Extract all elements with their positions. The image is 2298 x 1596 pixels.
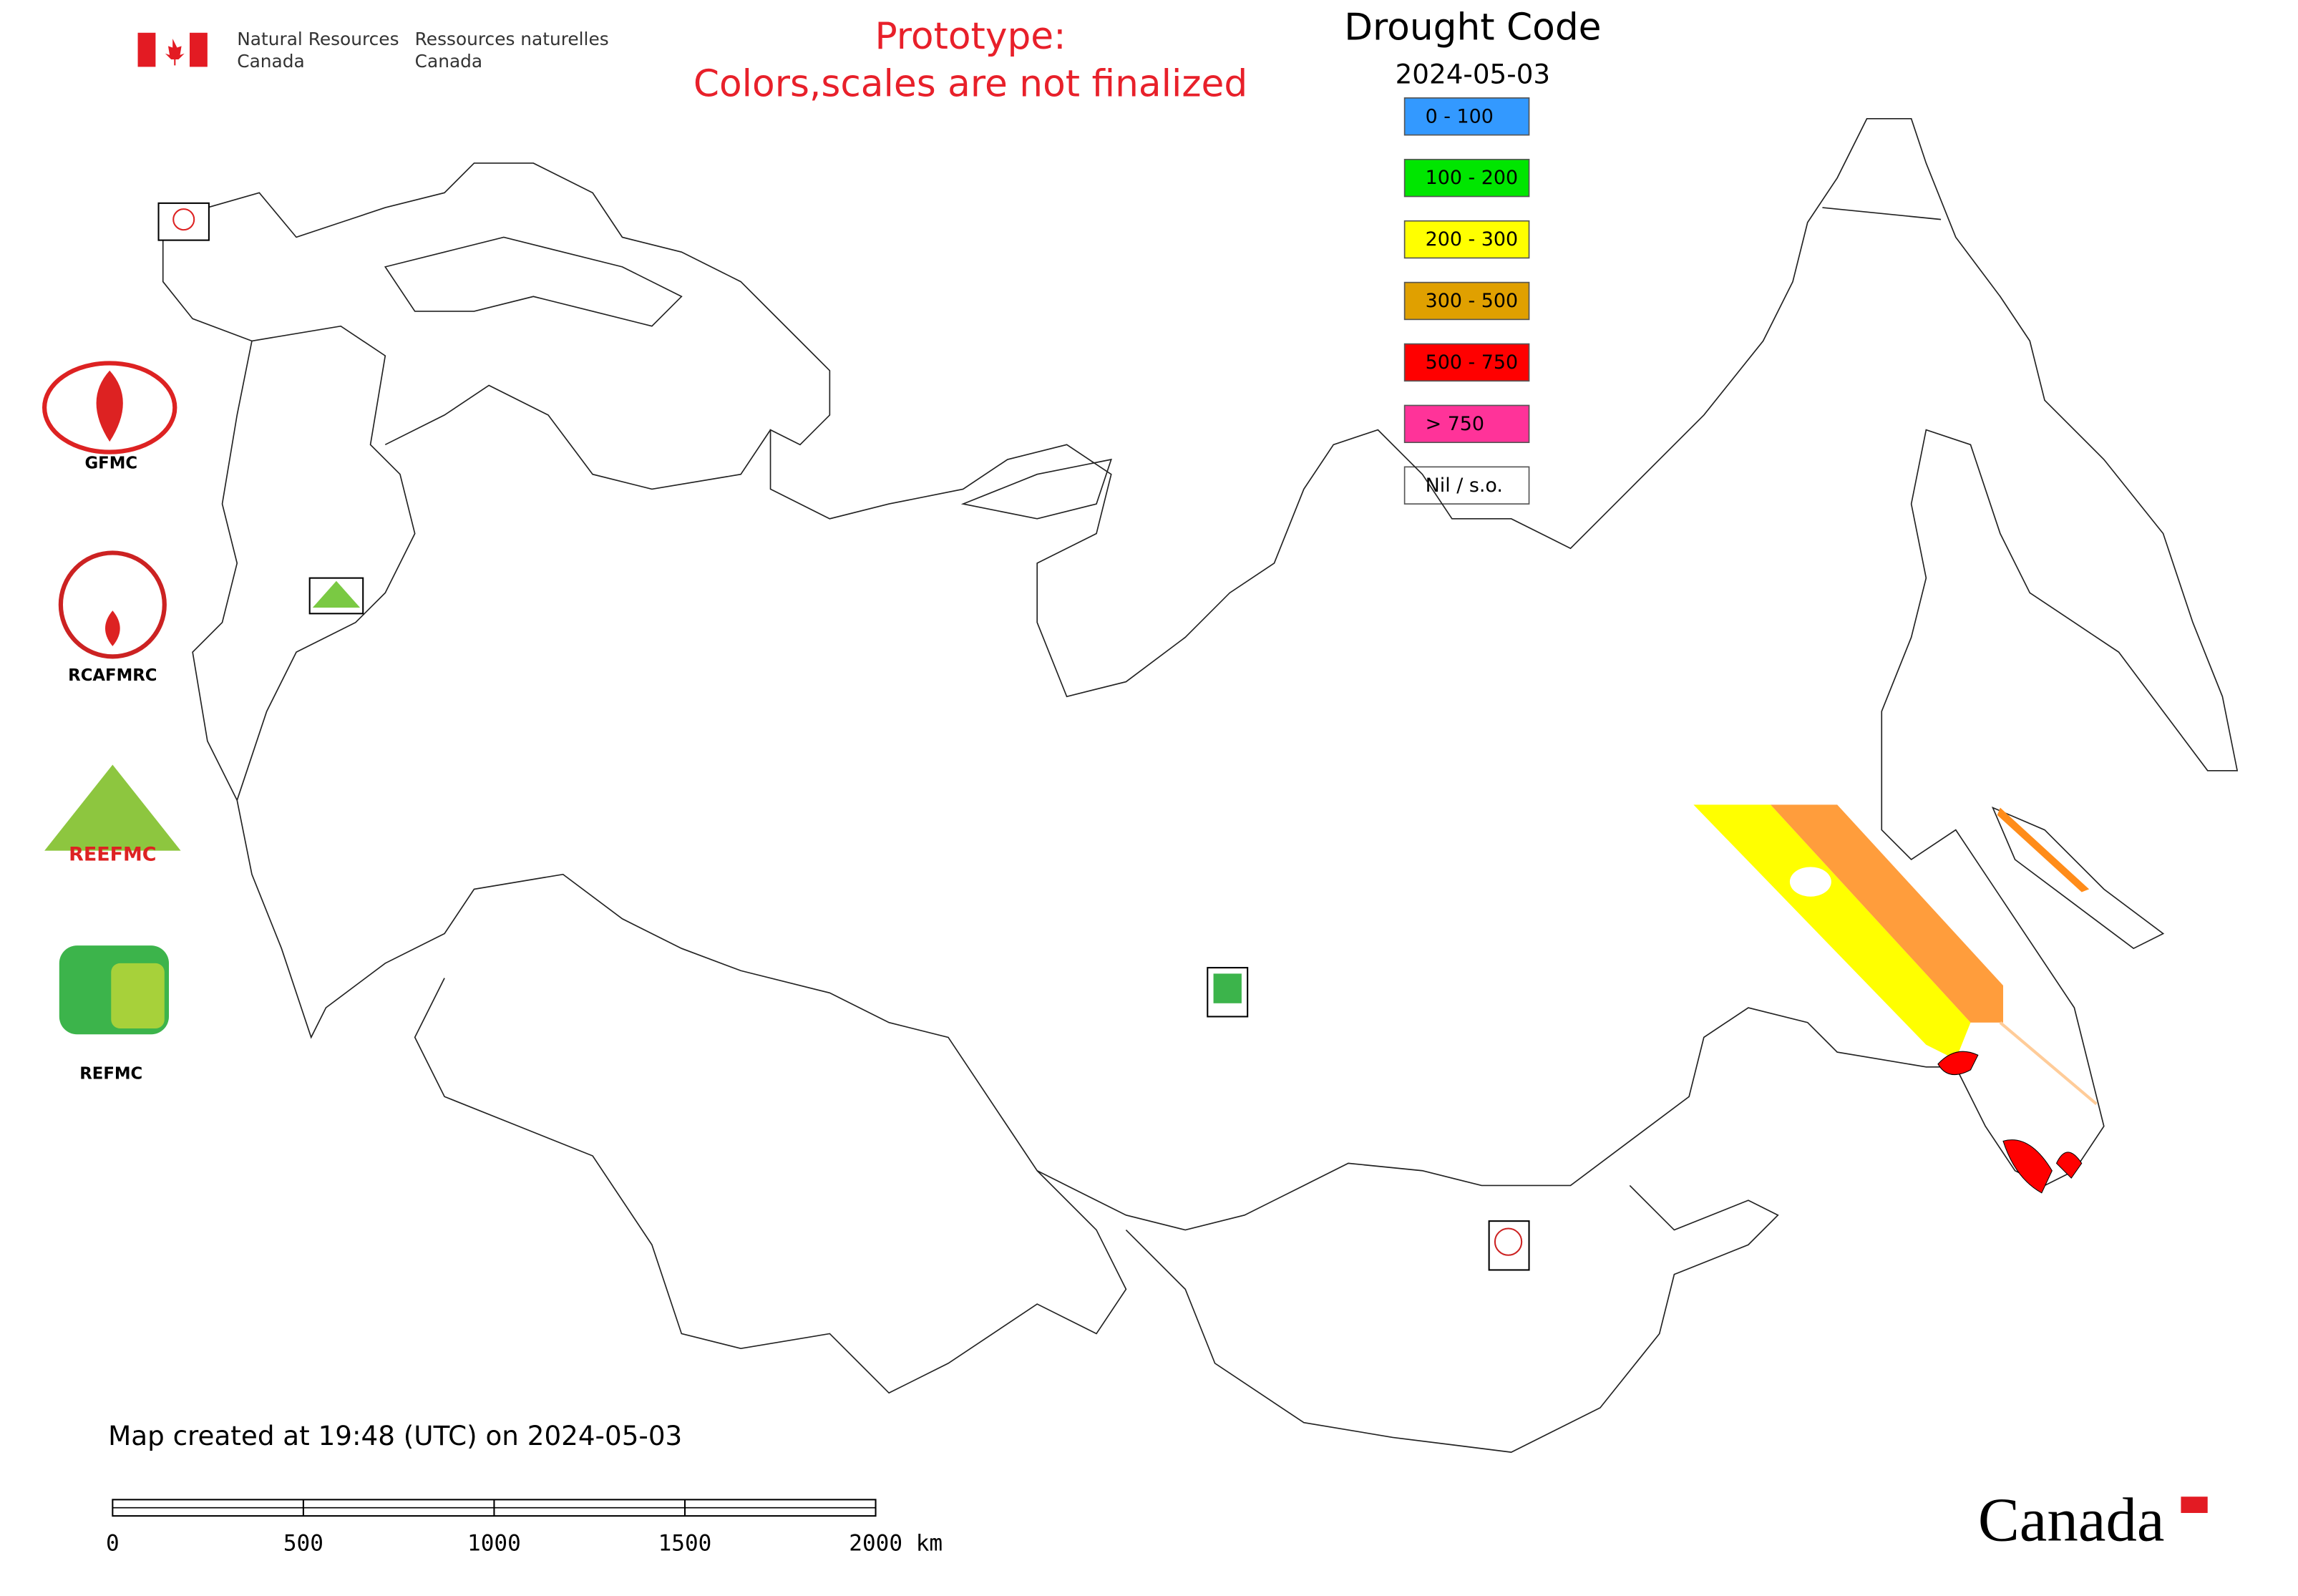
legend-swatch [1403, 343, 1530, 382]
coastline [960, 458, 1112, 520]
wordmark-flag [2181, 1497, 2208, 1513]
legend-swatch [1403, 404, 1530, 444]
flag-bar [137, 32, 156, 67]
centre-logos: GFMC RCAFMRC REEFMC REFMC [42, 361, 181, 1084]
notice: Colors,scales are not finalized [693, 62, 1247, 105]
scale-label: 1000 [467, 1530, 521, 1556]
logo-label: RCAFMRC [68, 666, 157, 685]
scale-bar: 0 500 1000 1500 2000 km [106, 1499, 943, 1556]
marker-icon [1213, 973, 1242, 1003]
gap [1789, 867, 1831, 897]
maple-leaf [165, 39, 185, 66]
agency-name: Ressources naturelles [415, 29, 609, 49]
legend-label: Nil / s.o. [1426, 475, 1503, 497]
logo-flame [96, 370, 123, 442]
legend-swatch [1403, 97, 1530, 136]
legend-swatch [1403, 281, 1530, 321]
agency-signature: Natural Resources Canada Ressources natu… [137, 29, 609, 72]
area-500-750 [2002, 1139, 2053, 1194]
agency-name: Natural Resources [237, 29, 399, 49]
map-created: Map created at 19:48 (UTC) on 2024-05-03 [108, 1420, 682, 1451]
border [414, 978, 1127, 1394]
logo-reefmc [44, 764, 181, 851]
notice: Prototype: [875, 15, 1066, 58]
map-date: 2024-05-03 [1396, 58, 1550, 89]
border [384, 384, 771, 490]
boundaries [162, 118, 2239, 1453]
marker-icon [172, 208, 195, 231]
logo-refmc-inner [111, 963, 165, 1028]
wordmark: Canada [1978, 1486, 2165, 1554]
legend: 0 - 100 100 - 200 200 - 300 300 - 500 500 - … [1403, 97, 1530, 505]
logo-label: REFMC [79, 1065, 142, 1084]
coastline [162, 118, 2239, 1231]
coastline [1822, 207, 1942, 220]
legend-label: 300 - 500 [1426, 290, 1519, 312]
flag-bar [189, 32, 208, 67]
area-300-500 [1770, 804, 2004, 1023]
legend-swatch [1403, 466, 1530, 505]
legend-label: 500 - 750 [1426, 351, 1519, 374]
legend-swatch [1403, 220, 1530, 259]
coastline [1991, 806, 2165, 950]
map-title: Drought Code [1344, 6, 1601, 49]
area-500-750 [1937, 1051, 1979, 1076]
logo-flame [104, 610, 120, 646]
logo-label: GFMC [84, 454, 137, 473]
legend-label: > 750 [1426, 413, 1484, 435]
drought-areas [1693, 804, 2098, 1194]
border [236, 325, 416, 801]
scale-label: 0 [106, 1530, 120, 1556]
legend-label: 100 - 200 [1426, 167, 1519, 189]
centre-markers [157, 202, 1530, 1271]
legend-label: 200 - 300 [1426, 228, 1519, 250]
scale-label: 1500 [658, 1530, 712, 1556]
scale-label: 500 [283, 1530, 323, 1556]
legend-swatch [1403, 158, 1530, 198]
logo-label: REEFMC [69, 843, 156, 865]
marker-icon [312, 580, 361, 608]
agency-name: Canada [237, 51, 304, 72]
coastline [384, 236, 683, 327]
area-200-300 [1693, 804, 1971, 1060]
area-streak [1999, 1021, 2098, 1106]
agency-name: Canada [415, 51, 482, 72]
marker-icon [1494, 1227, 1523, 1256]
border [1125, 1184, 1779, 1453]
logo-rcafmrc [58, 550, 167, 659]
legend-label: 0 - 100 [1426, 105, 1494, 127]
area-300-500 [1997, 807, 2090, 892]
area-500-750 [2055, 1152, 2083, 1179]
scale-label: 2000 km [849, 1530, 943, 1556]
